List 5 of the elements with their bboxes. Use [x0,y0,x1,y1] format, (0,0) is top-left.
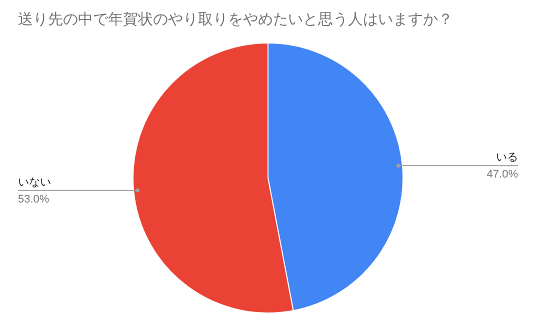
chart-title: 送り先の中で年賀状のやり取りをやめたいと思う人はいますか？ [18,11,453,28]
slice-label: いる [496,152,518,164]
data-label: 47.0% [486,168,518,181]
slice-label: いない [18,176,51,188]
data-label: 53.0% [18,193,50,206]
